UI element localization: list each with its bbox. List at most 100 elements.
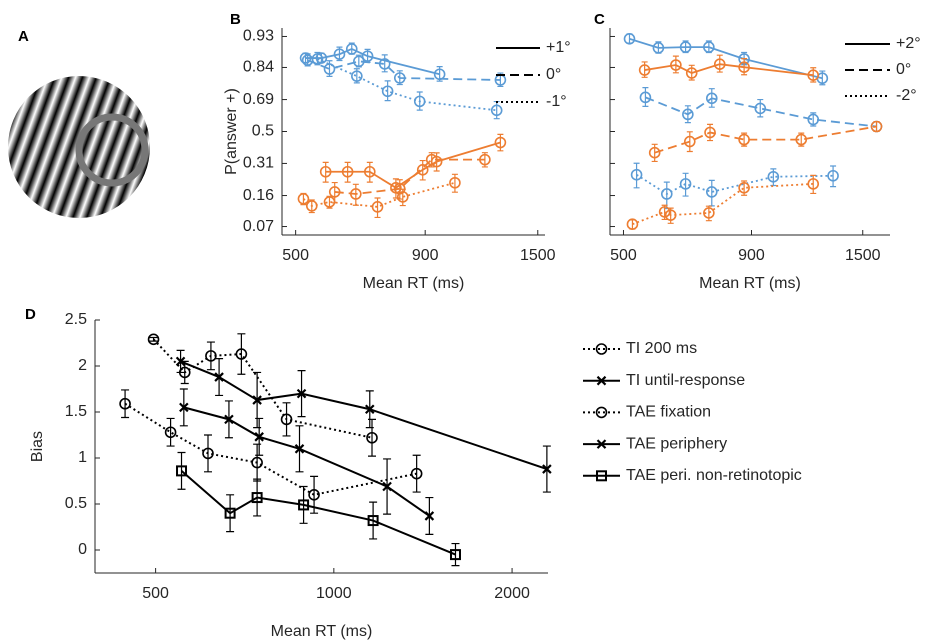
x-axis-label: Mean RT (ms) <box>699 275 801 292</box>
series-line <box>183 406 430 517</box>
error-bar <box>451 542 460 567</box>
error-bar <box>253 478 262 517</box>
y-tick-label: 0 <box>78 541 87 558</box>
error-bar <box>237 333 246 375</box>
error-bar <box>419 159 426 181</box>
series-line <box>317 58 497 112</box>
data-point <box>294 444 305 454</box>
data-point <box>827 169 839 182</box>
y-tick-label: 0.5 <box>252 123 274 140</box>
data-point <box>224 507 236 519</box>
data-point <box>214 372 224 382</box>
error-bar <box>177 451 186 490</box>
data-point <box>425 153 438 166</box>
ring <box>75 113 149 187</box>
data-point <box>490 104 503 117</box>
legend-label: -2° <box>896 87 917 104</box>
series-line <box>302 181 456 208</box>
y-tick-label: 1.5 <box>65 403 87 420</box>
data-point <box>353 55 365 68</box>
data-point <box>542 464 552 474</box>
error-bar <box>299 485 308 524</box>
data-point <box>479 153 491 166</box>
data-point <box>626 218 639 230</box>
series-line <box>307 59 501 81</box>
data-point <box>366 431 378 444</box>
data-point <box>351 70 363 82</box>
panel-label: D <box>25 306 36 323</box>
error-bar <box>253 443 262 482</box>
legend-marker <box>595 406 608 419</box>
x-axis-label: Mean RT (ms) <box>363 275 465 292</box>
error-bar <box>633 162 640 189</box>
data-point <box>807 113 820 126</box>
legend-label: 0° <box>546 66 561 83</box>
data-point <box>685 67 698 79</box>
data-point <box>424 511 435 521</box>
y-tick-label: 1 <box>78 449 87 466</box>
legend-marker <box>596 439 607 449</box>
error-bar <box>629 219 636 230</box>
error-bar <box>121 389 130 419</box>
data-point <box>280 413 293 426</box>
error-bar <box>166 417 175 447</box>
data-point <box>299 52 312 64</box>
error-bar <box>322 161 329 183</box>
data-point <box>252 395 262 405</box>
data-point <box>323 63 336 75</box>
data-point <box>333 48 346 61</box>
y-tick-label: 0.16 <box>243 187 274 204</box>
data-point <box>323 196 336 208</box>
data-point <box>704 126 716 139</box>
y-tick-label: 2.5 <box>65 311 87 328</box>
data-point <box>738 61 750 73</box>
data-point <box>319 165 332 178</box>
data-point <box>738 181 750 194</box>
data-point <box>308 488 320 501</box>
y-tick-label: 0.07 <box>243 218 274 235</box>
data-point <box>449 176 461 189</box>
series-line <box>180 360 548 470</box>
series-line <box>654 125 877 154</box>
x-tick-label: 500 <box>610 247 637 264</box>
data-point <box>381 85 394 98</box>
data-point <box>494 136 507 149</box>
error-bar <box>416 91 423 111</box>
data-point <box>416 164 429 176</box>
data-point <box>341 165 354 178</box>
data-point <box>298 499 310 511</box>
error-bar <box>384 80 391 102</box>
series-line <box>325 141 501 189</box>
error-bar <box>642 87 649 107</box>
data-point <box>251 456 263 469</box>
series-line <box>180 470 456 556</box>
series-line <box>645 96 877 128</box>
legend-marker <box>596 375 607 386</box>
legend-label: TAE periphery <box>626 435 727 452</box>
y-tick-label: 0.5 <box>65 495 87 512</box>
y-tick-label: 0.93 <box>243 28 274 45</box>
data-point <box>413 95 426 108</box>
data-point <box>235 348 248 360</box>
error-bar <box>206 341 215 371</box>
data-point <box>754 102 767 115</box>
error-bar <box>149 336 158 342</box>
series-line <box>124 402 417 496</box>
panel-label: A <box>18 28 29 45</box>
y-tick-label: 0.69 <box>243 91 274 108</box>
error-bar <box>708 179 715 207</box>
data-point <box>396 191 409 203</box>
y-axis-label: Bias <box>29 431 46 462</box>
error-bar <box>412 454 421 493</box>
series-line <box>632 182 814 226</box>
data-point <box>350 188 362 200</box>
legend-marker <box>596 470 607 482</box>
x-tick-label: 1500 <box>520 247 556 264</box>
legend-label: +2° <box>896 35 921 52</box>
data-point <box>147 333 160 346</box>
data-point <box>703 41 715 53</box>
data-point <box>345 43 358 55</box>
data-point <box>658 206 671 218</box>
data-point <box>630 168 643 181</box>
data-point <box>296 388 307 399</box>
